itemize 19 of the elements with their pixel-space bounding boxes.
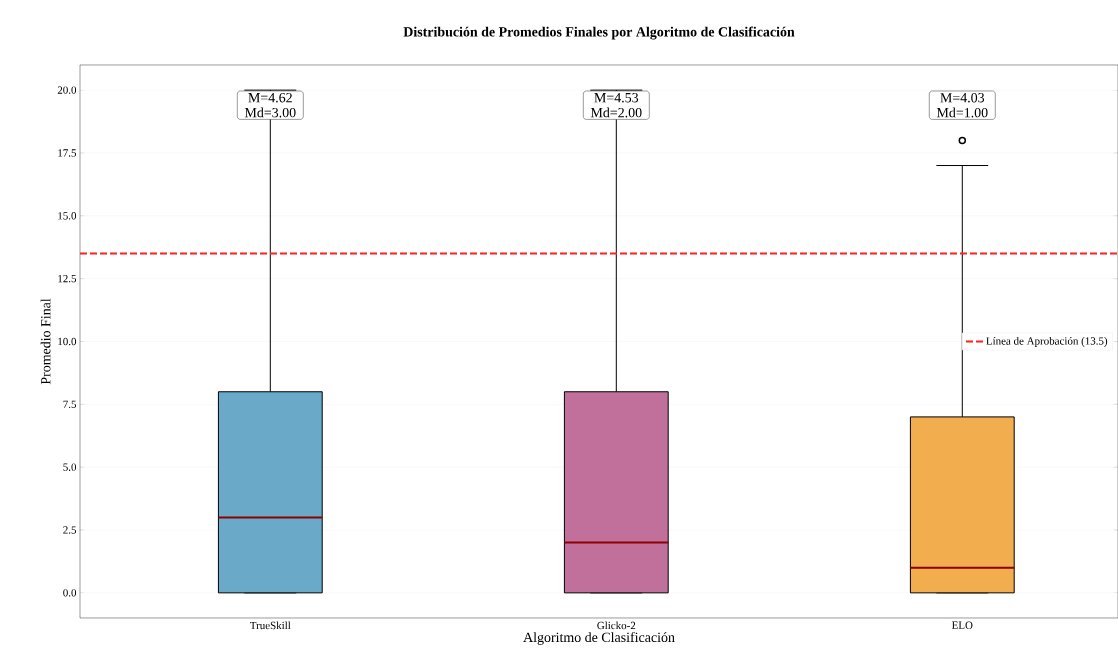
y-tick-label: 17.5: [58, 149, 77, 157]
y-axis-title: Promedio Final: [40, 298, 51, 385]
x-tick-label: TrueSkill: [250, 621, 291, 630]
y-tick-label: 20.0: [57, 86, 77, 94]
y-tick-label: 7.5: [63, 400, 77, 408]
annotation: M=4.62 Md=3.00: [244, 93, 296, 118]
x-axis-title: Algoritmo de Clasificación: [523, 632, 675, 645]
y-tick-label: 0.0: [63, 589, 77, 597]
annotation: M=4.53 Md=2.00: [590, 93, 642, 118]
x-tick-label: Glicko-2: [597, 621, 636, 630]
y-tick-label: 12.5: [58, 274, 77, 283]
y-tick-label: 2.5: [63, 526, 77, 534]
chart-title: Distribución de Promedios Finales por Algoritmo de Clasificación: [403, 26, 795, 40]
legend-label: Línea de Aprobación (13.5): [986, 336, 1108, 347]
y-tick-label: 5.0: [63, 463, 77, 471]
x-tick-label: ELO: [951, 621, 973, 629]
y-tick-label: 10.0: [58, 337, 77, 346]
y-tick-label: 15.0: [58, 212, 77, 220]
annotation: M=4.03 Md=1.00: [936, 92, 988, 118]
